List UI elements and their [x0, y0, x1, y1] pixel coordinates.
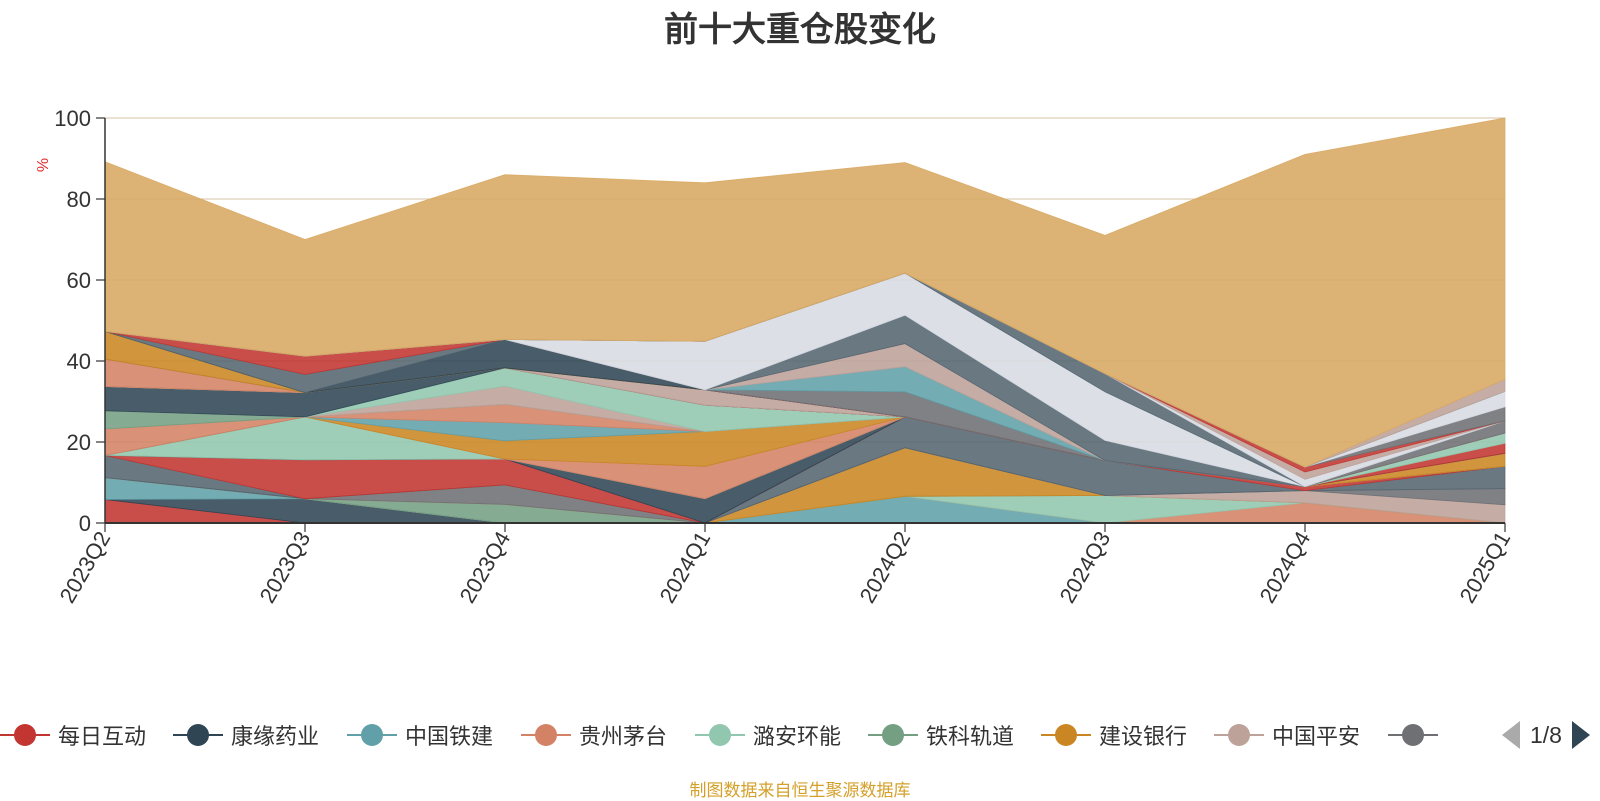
series-area-44 — [104, 117, 1506, 468]
legend-label: 中国平安 — [1272, 725, 1361, 750]
legend-label: 贵州茅台 — [579, 725, 668, 750]
legend-item[interactable]: 铁科轨道 — [868, 715, 1014, 755]
legend-label: 康缘药业 — [231, 725, 320, 750]
legend-marker-icon — [1388, 724, 1438, 746]
legend-item[interactable]: 建设银行 — [1041, 715, 1187, 755]
x-tick-label: 2024Q2 — [855, 527, 916, 607]
y-axis-label: % — [35, 158, 52, 172]
x-tick-label: 2024Q1 — [655, 527, 716, 607]
legend-label: 潞安环能 — [753, 725, 842, 750]
x-tick-label: 2025Q1 — [1455, 527, 1516, 607]
legend-label: 铁科轨道 — [926, 725, 1015, 750]
y-tick-label: 80 — [67, 187, 91, 212]
x-tick-label: 2023Q3 — [255, 527, 316, 607]
chart-title: 前十大重仓股变化 — [664, 11, 936, 49]
legend-item[interactable]: 每日互动 — [0, 715, 146, 755]
legend-marker-icon — [0, 724, 50, 746]
x-tick-label: 2024Q4 — [1255, 527, 1316, 607]
x-tick-label: 2023Q2 — [55, 527, 116, 607]
legend-pager: 1/8 — [1500, 718, 1592, 752]
legend-marker-icon — [1214, 724, 1264, 746]
legend-marker-icon — [1041, 724, 1091, 746]
legend-item[interactable]: 潞安环能 — [695, 715, 841, 755]
source-footer: 制图数据来自恒生聚源数据库 — [689, 781, 911, 801]
legend-marker-icon — [868, 724, 918, 746]
chart-canvas: 0 20 40 60 80 100 2023Q2 2023Q3 2023Q4 2024Q1 2024… — [35, 106, 1516, 607]
x-tick-label: 2024Q3 — [1055, 527, 1116, 607]
y-tick-label: 100 — [54, 106, 91, 131]
legend-item[interactable] — [1388, 715, 1446, 755]
legend-label: 每日互动 — [58, 725, 147, 750]
legend: 每日互动 康缘药业 中国铁建 贵州茅台 潞安环能 铁科轨道 建设银行 中国平安 — [0, 715, 1478, 755]
legend-item[interactable]: 贵州茅台 — [521, 715, 667, 755]
pager-page-indicator: 1/8 — [1530, 721, 1562, 748]
legend-marker-icon — [347, 724, 397, 746]
pager-next-icon[interactable] — [1570, 718, 1592, 752]
legend-label: 建设银行 — [1099, 725, 1188, 750]
y-tick-label: 40 — [67, 349, 91, 374]
legend-item[interactable]: 中国铁建 — [347, 715, 493, 755]
legend-label: 中国铁建 — [405, 725, 494, 750]
legend-marker-icon — [695, 724, 745, 746]
y-tick-label: 0 — [79, 511, 91, 536]
y-tick-label: 20 — [67, 430, 91, 455]
legend-item[interactable]: 康缘药业 — [173, 715, 319, 755]
legend-item[interactable]: 中国平安 — [1214, 715, 1360, 755]
area-layer — [104, 117, 1506, 524]
pager-prev-icon[interactable] — [1500, 718, 1522, 752]
y-tick-label: 60 — [67, 268, 91, 293]
x-tick-label: 2023Q4 — [455, 527, 516, 607]
legend-marker-icon — [521, 724, 571, 746]
legend-marker-icon — [173, 724, 223, 746]
